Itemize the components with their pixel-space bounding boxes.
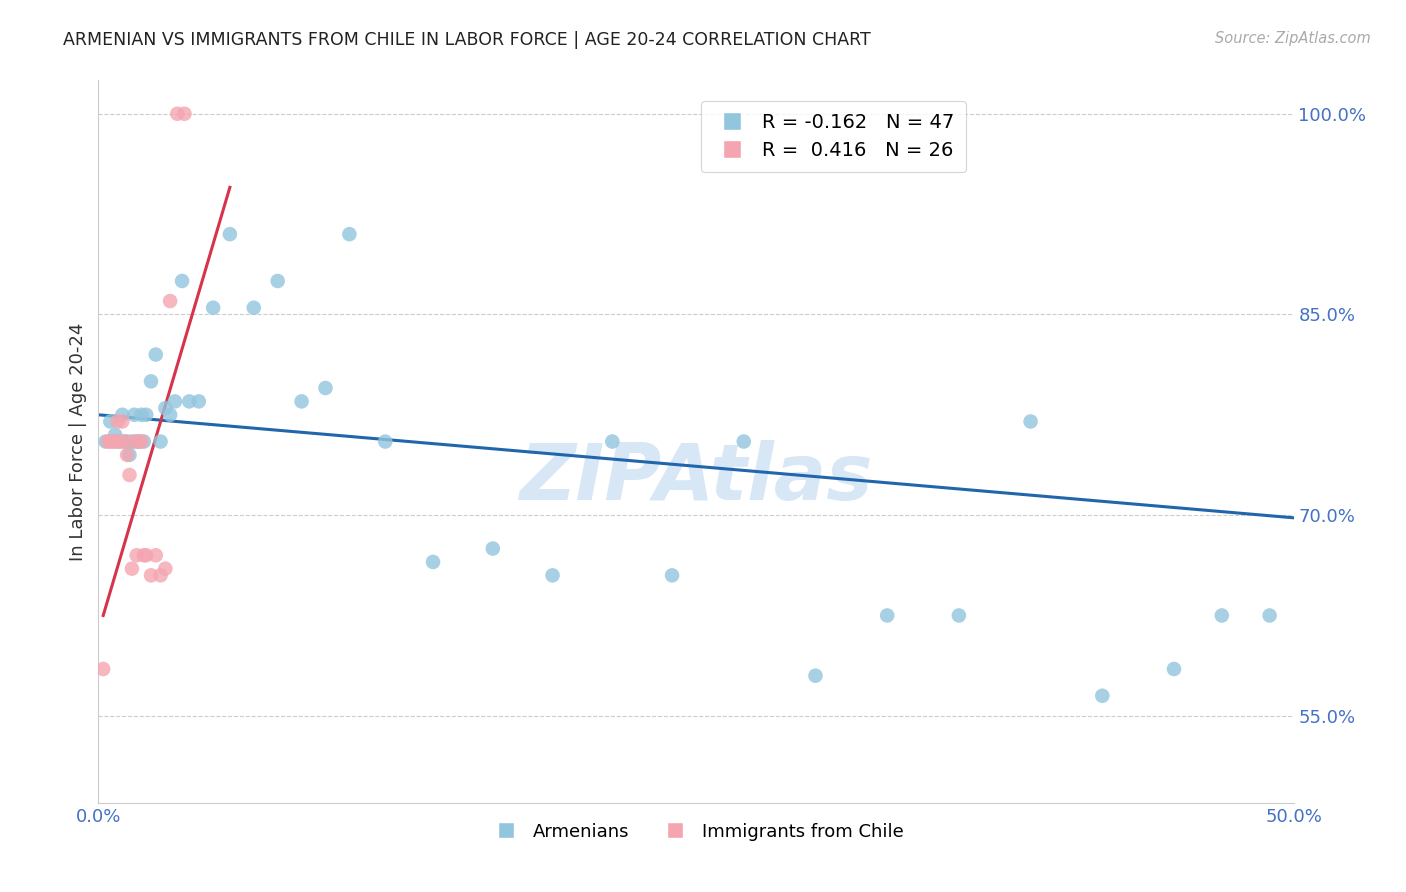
Point xyxy=(948,608,970,623)
Point xyxy=(149,568,172,582)
Point xyxy=(107,434,129,449)
Point xyxy=(108,434,131,449)
Point xyxy=(149,434,172,449)
Point xyxy=(145,548,167,562)
Point xyxy=(132,548,155,562)
Point xyxy=(179,394,201,409)
Point xyxy=(155,561,177,575)
Point xyxy=(114,434,136,449)
Point xyxy=(107,414,129,428)
Point xyxy=(243,301,266,315)
Point xyxy=(121,434,143,449)
Point xyxy=(124,434,146,449)
Point xyxy=(104,427,127,442)
Point xyxy=(602,434,624,449)
Point xyxy=(139,568,162,582)
Point xyxy=(481,541,505,556)
Point xyxy=(98,434,122,449)
Point xyxy=(187,394,209,409)
Y-axis label: In Labor Force | Age 20-24: In Labor Force | Age 20-24 xyxy=(69,322,87,561)
Point xyxy=(145,347,167,362)
Text: ZIPAtlas: ZIPAtlas xyxy=(519,440,873,516)
Point xyxy=(173,106,195,120)
Point xyxy=(121,561,143,575)
Point xyxy=(139,374,162,388)
Point xyxy=(291,394,314,409)
Point xyxy=(1163,662,1185,676)
Point xyxy=(128,434,150,449)
Point xyxy=(97,434,120,449)
Point xyxy=(125,434,148,449)
Point xyxy=(422,555,444,569)
Point xyxy=(733,434,755,449)
Legend: Armenians, Immigrants from Chile: Armenians, Immigrants from Chile xyxy=(481,815,911,848)
Point xyxy=(1258,608,1281,623)
Point xyxy=(172,274,194,288)
Point xyxy=(155,401,177,415)
Point xyxy=(159,293,181,308)
Point xyxy=(118,448,141,462)
Point xyxy=(94,434,117,449)
Point xyxy=(132,434,155,449)
Point xyxy=(202,301,225,315)
Text: ARMENIAN VS IMMIGRANTS FROM CHILE IN LABOR FORCE | AGE 20-24 CORRELATION CHART: ARMENIAN VS IMMIGRANTS FROM CHILE IN LAB… xyxy=(63,31,872,49)
Point xyxy=(91,662,114,676)
Point xyxy=(339,227,361,241)
Point xyxy=(876,608,898,623)
Point xyxy=(374,434,396,449)
Point xyxy=(315,381,337,395)
Point xyxy=(125,548,148,562)
Point xyxy=(108,434,131,449)
Point xyxy=(661,568,683,582)
Point xyxy=(115,448,138,462)
Point xyxy=(101,434,124,449)
Point xyxy=(114,434,136,449)
Point xyxy=(104,434,127,449)
Point xyxy=(135,408,157,422)
Text: Source: ZipAtlas.com: Source: ZipAtlas.com xyxy=(1215,31,1371,46)
Point xyxy=(111,408,134,422)
Point xyxy=(1091,689,1114,703)
Point xyxy=(131,408,153,422)
Point xyxy=(219,227,242,241)
Point xyxy=(111,414,134,428)
Point xyxy=(163,394,186,409)
Point xyxy=(804,669,827,683)
Point xyxy=(115,434,138,449)
Point xyxy=(541,568,564,582)
Point xyxy=(159,408,181,422)
Point xyxy=(1211,608,1233,623)
Point xyxy=(1019,414,1042,428)
Point xyxy=(118,467,141,482)
Point xyxy=(131,434,153,449)
Point xyxy=(124,408,146,422)
Point xyxy=(98,414,122,428)
Point xyxy=(128,434,150,449)
Point xyxy=(267,274,290,288)
Point xyxy=(166,106,188,120)
Point xyxy=(135,548,157,562)
